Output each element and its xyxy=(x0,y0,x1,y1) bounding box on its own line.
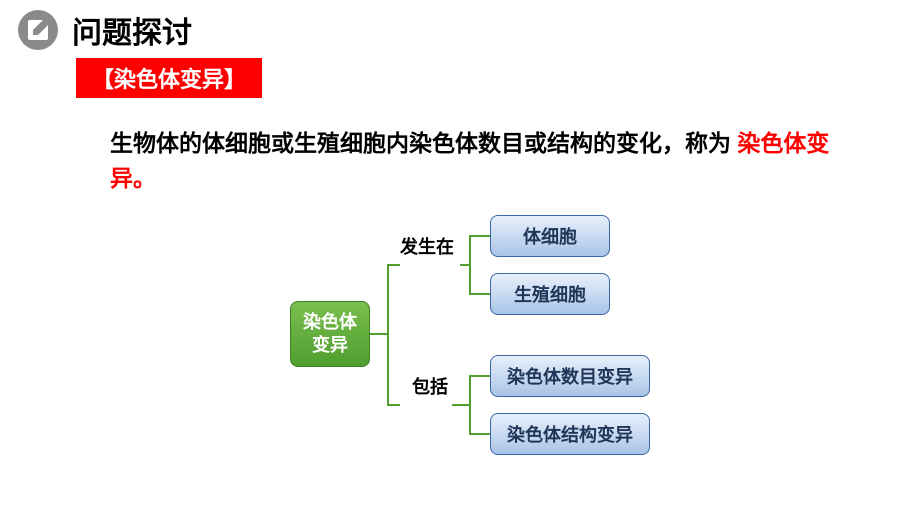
definition-text: 生物体的体细胞或生殖细胞内染色体数目或结构的变化，称为 染色体变异。 xyxy=(110,126,830,195)
header-title: 问题探讨 xyxy=(72,8,192,52)
leaf-structure-variation: 染色体结构变异 xyxy=(490,413,650,455)
edit-box-icon xyxy=(16,8,60,52)
tree-root-node: 染色体变异 xyxy=(290,301,370,367)
leaf-germ-cell: 生殖细胞 xyxy=(490,273,610,315)
tree-connectors xyxy=(0,215,920,495)
subtitle-bar: 【染色体变异】 xyxy=(76,58,262,98)
leaf-somatic-cell: 体细胞 xyxy=(490,215,610,257)
branch-label-includes: 包括 xyxy=(412,373,448,399)
branch-label-location: 发生在 xyxy=(400,233,454,259)
tree-diagram: 染色体变异 发生在 包括 体细胞 生殖细胞 染色体数目变异 染色体结构变异 xyxy=(0,215,920,495)
definition-prefix: 生物体的体细胞或生殖细胞内染色体数目或结构的变化，称为 xyxy=(110,130,731,156)
leaf-number-variation: 染色体数目变异 xyxy=(490,355,650,397)
header: 问题探讨 xyxy=(0,0,920,52)
